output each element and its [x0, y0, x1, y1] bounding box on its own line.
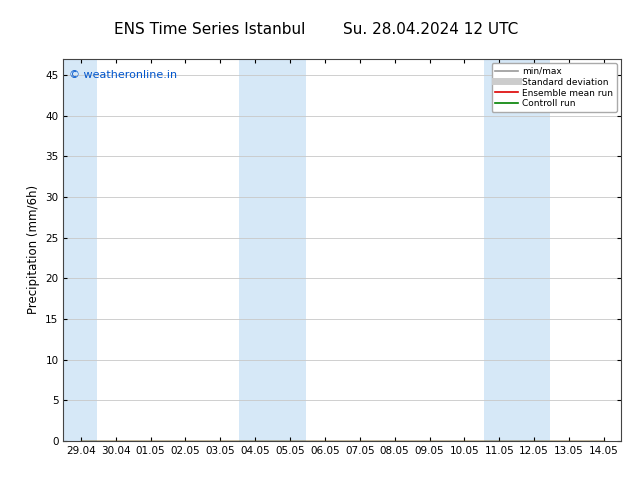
Bar	[63, 59, 96, 441]
Text: Su. 28.04.2024 12 UTC: Su. 28.04.2024 12 UTC	[344, 22, 519, 37]
Text: © weatheronline.in: © weatheronline.in	[69, 70, 177, 80]
Text: ENS Time Series Istanbul: ENS Time Series Istanbul	[113, 22, 305, 37]
Y-axis label: Precipitation (mm/6h): Precipitation (mm/6h)	[27, 185, 40, 315]
Bar	[240, 59, 306, 441]
Legend: min/max, Standard deviation, Ensemble mean run, Controll run: min/max, Standard deviation, Ensemble me…	[491, 63, 617, 112]
Bar	[484, 59, 550, 441]
